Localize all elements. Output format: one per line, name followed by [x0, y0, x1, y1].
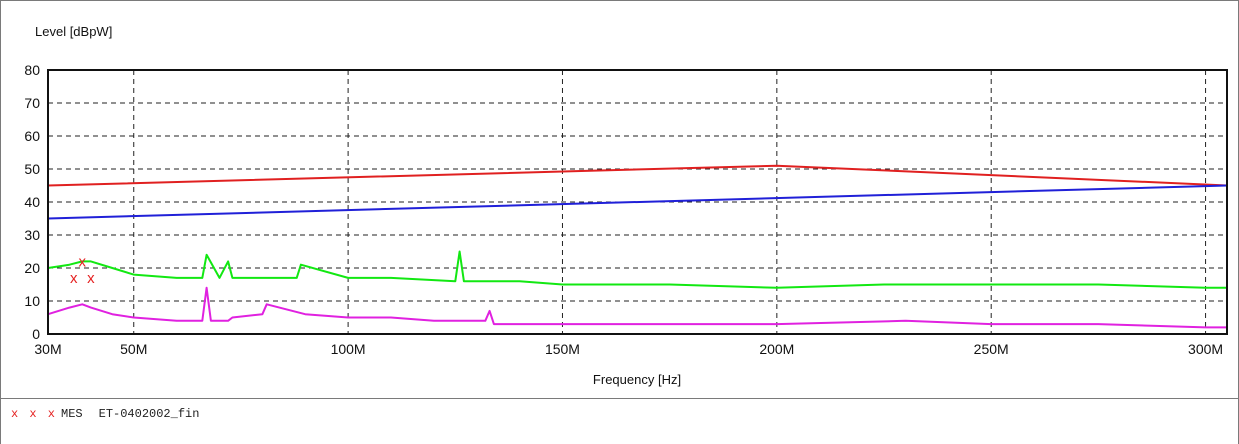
legend-bar: x x x MES ET-0402002_fin [1, 398, 1238, 444]
x-tick-label: 250M [974, 341, 1009, 357]
measurement-marker: x [79, 253, 87, 270]
y-tick-label: 80 [24, 62, 40, 78]
legend-entry: x x x MES ET-0402002_fin [11, 407, 199, 421]
series-line-4 [47, 286, 1227, 329]
series-line-3 [47, 250, 1227, 289]
x-tick-label: 100M [331, 341, 366, 357]
legend-name: ET-0402002_fin [98, 407, 200, 421]
y-tick-label: 70 [24, 95, 40, 111]
x-tick-label: 50M [120, 341, 147, 357]
measurement-marker: x [87, 270, 95, 287]
legend-marker-symbols: x x x [11, 407, 58, 421]
y-tick-label: 10 [24, 293, 40, 309]
marker-group: xxx [70, 253, 95, 287]
y-axis-title: Level [dBpW] [35, 24, 112, 39]
x-tick-label: 30M [34, 341, 61, 357]
series-group [47, 164, 1228, 329]
y-tick-label: 60 [24, 128, 40, 144]
tick-labels: 0 10 20 30 40 50 60 70 80 30M 50M 100M 150M 200M 250M 3… [24, 62, 1223, 357]
plot-area-border [47, 69, 1228, 335]
y-tick-label: 50 [24, 161, 40, 177]
y-tick-label: 40 [24, 194, 40, 210]
x-axis-title: Frequency [Hz] [593, 372, 681, 387]
series-line-1 [47, 164, 1228, 187]
y-tick-label: 30 [24, 227, 40, 243]
y-tick-label: 20 [24, 260, 40, 276]
chart-plot: Level [dBpW] xxx 0 10 20 30 40 50 60 70 80 30M 50M… [24, 24, 1228, 387]
legend-code: MES [61, 407, 83, 421]
series-line-2 [47, 184, 1228, 220]
x-tick-label: 200M [759, 341, 794, 357]
x-tick-label: 150M [545, 341, 580, 357]
y-tick-label: 0 [32, 326, 40, 342]
x-tick-label: 300M [1188, 341, 1223, 357]
measurement-marker: x [70, 270, 78, 287]
